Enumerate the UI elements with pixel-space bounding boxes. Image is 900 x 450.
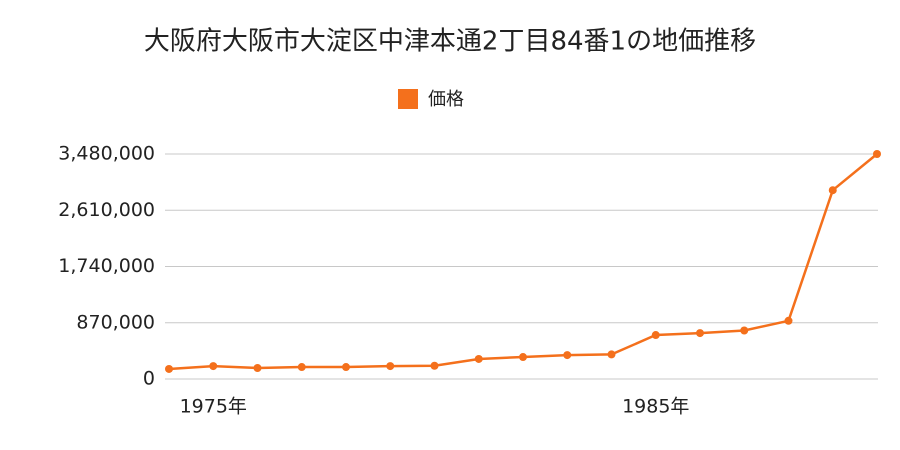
point <box>651 331 660 340</box>
point <box>297 363 306 372</box>
point <box>342 363 350 372</box>
point <box>209 362 218 371</box>
line <box>168 153 878 371</box>
legend-swatch <box>398 89 418 109</box>
point <box>740 326 749 335</box>
point <box>165 364 173 373</box>
chart-title: 大阪府大阪市大淀区中津本通2丁目84番1の地価推移 <box>144 27 756 57</box>
y-tick-label: 0 <box>143 368 155 390</box>
point <box>430 361 439 370</box>
point <box>386 362 395 371</box>
y-tick-label: 870,000 <box>76 311 155 333</box>
legend-label: 価格 <box>428 89 464 110</box>
y-tick-label: 3,480,000 <box>58 143 155 165</box>
point <box>474 354 483 363</box>
point <box>607 350 616 359</box>
y-tick-label: 2,610,000 <box>58 199 155 221</box>
point <box>563 351 572 360</box>
x-tick-label: 1975年 <box>180 396 247 418</box>
point <box>828 186 837 195</box>
y-tick-label: 1,740,000 <box>58 255 155 277</box>
point <box>519 353 527 362</box>
point <box>253 364 262 373</box>
point <box>873 150 881 158</box>
point <box>784 316 793 325</box>
point <box>696 329 704 338</box>
x-tick-label: 1985年 <box>622 396 689 418</box>
